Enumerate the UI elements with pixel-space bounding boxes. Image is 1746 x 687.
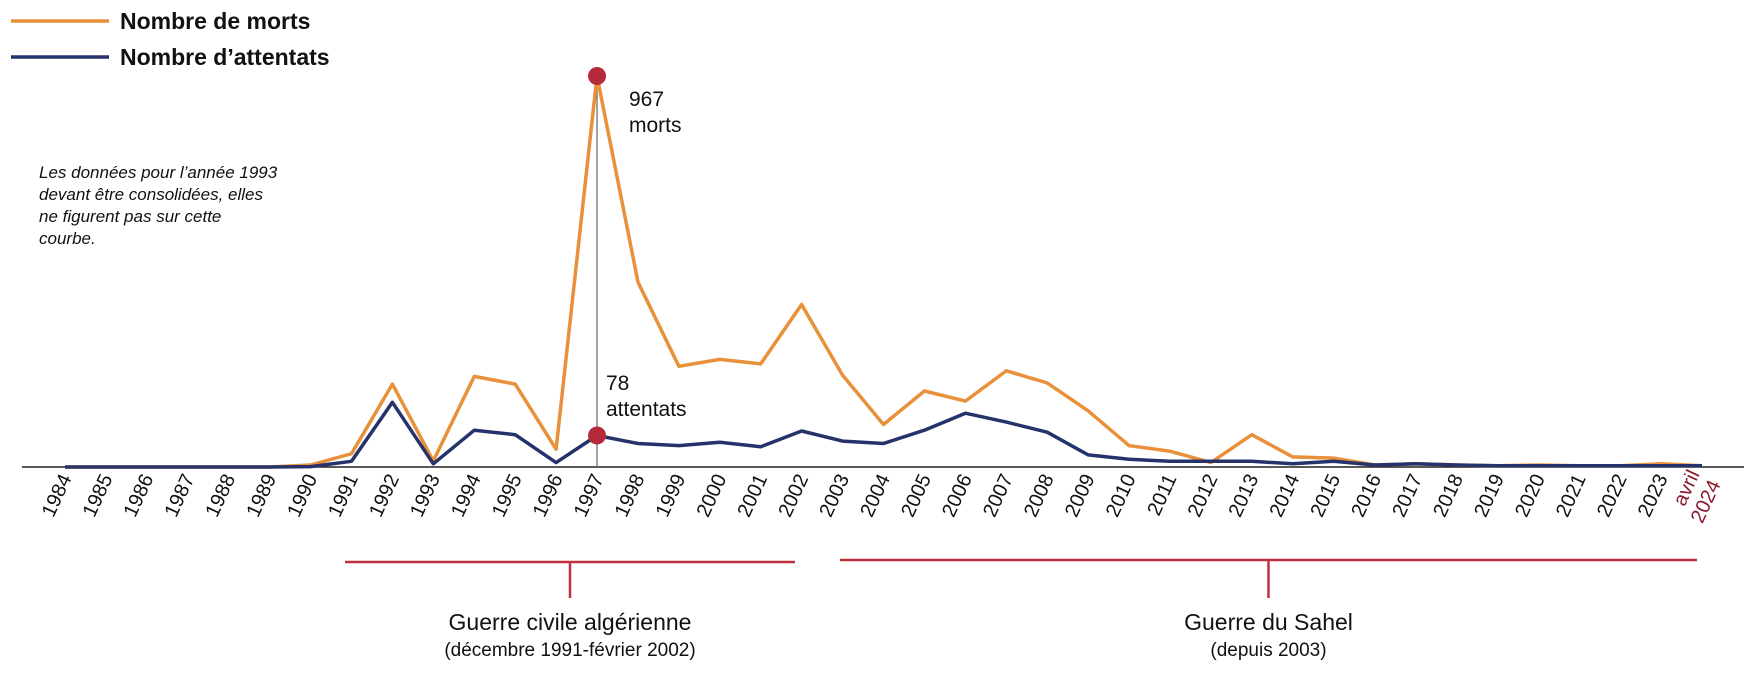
x-tick-label: 2020 [1511, 471, 1550, 521]
period-title: Guerre du Sahel [1184, 609, 1353, 635]
x-tick-label: 1996 [529, 471, 568, 521]
x-tick-label: 1995 [488, 471, 527, 521]
x-tick-label: 2011 [1143, 471, 1181, 519]
peak-attacks-value: 78 [606, 372, 629, 395]
x-tick-label: 2012 [1184, 471, 1223, 521]
x-tick-label: 2014 [1266, 471, 1305, 521]
x-tick-label: 2015 [1306, 471, 1345, 521]
x-tick-label: 1998 [611, 471, 650, 521]
x-tick-label: 2003 [815, 471, 854, 521]
note-line: courbe. [39, 229, 96, 248]
x-tick-label: 1990 [283, 471, 322, 521]
note-line: devant être consolidées, elles [39, 185, 263, 204]
x-tick-label: 2017 [1388, 471, 1427, 521]
peak-attacks-marker [588, 426, 606, 444]
series-line-morts [65, 76, 1702, 467]
x-tick-label: 2001 [734, 471, 773, 521]
x-tick-label: 2023 [1634, 471, 1673, 521]
x-tick-label: 2006 [938, 471, 977, 521]
x-tick-label: 2000 [693, 471, 732, 521]
x-tick-label: 1994 [447, 471, 486, 521]
x-tick-label: 2019 [1470, 471, 1509, 521]
x-tick-label: 1999 [652, 471, 691, 521]
x-tick-label: 1989 [242, 471, 281, 521]
x-tick-label: 1997 [570, 471, 609, 521]
peak-attacks-unit: attentats [606, 398, 687, 421]
x-tick-label: 2016 [1347, 471, 1386, 521]
x-tick-label: 2013 [1225, 471, 1264, 521]
x-tick-label: 2009 [1061, 471, 1100, 521]
x-tick-label: 2005 [897, 471, 936, 521]
note-line: ne figurent pas sur cette [39, 207, 221, 226]
x-tick-label: 2002 [774, 471, 813, 521]
x-tick-label: 1986 [120, 471, 159, 521]
x-tick-label: 2021 [1552, 471, 1591, 521]
series-line-attentats [65, 402, 1702, 467]
x-tick-label: 1988 [201, 471, 240, 521]
x-tick-label: 1985 [79, 471, 118, 521]
x-tick-label: 2007 [979, 471, 1018, 521]
x-tick-label: 2022 [1593, 471, 1632, 521]
x-tick-label: 1993 [406, 471, 445, 521]
note-line: Les données pour l’année 1993 [39, 163, 278, 182]
x-tick-label: 2004 [856, 471, 895, 521]
x-tick-label: 1987 [161, 471, 200, 521]
period-subtitle: (décembre 1991-février 2002) [444, 640, 695, 661]
x-tick-label: 1984 [38, 471, 77, 521]
x-tick-label: 1991 [324, 471, 363, 521]
peak-deaths-marker [588, 67, 606, 85]
x-tick-label: 2008 [1020, 471, 1059, 521]
period-subtitle: (depuis 2003) [1210, 640, 1326, 661]
peak-deaths-unit: morts [629, 114, 682, 137]
x-tick-label: 1992 [365, 471, 404, 521]
legend-label: Nombre de morts [120, 8, 310, 34]
legend-label: Nombre d’attentats [120, 44, 330, 70]
x-tick-label: 2018 [1429, 471, 1468, 521]
period-title: Guerre civile algérienne [449, 609, 692, 635]
peak-deaths-value: 967 [629, 88, 664, 111]
x-tick-label: 2010 [1102, 471, 1141, 521]
